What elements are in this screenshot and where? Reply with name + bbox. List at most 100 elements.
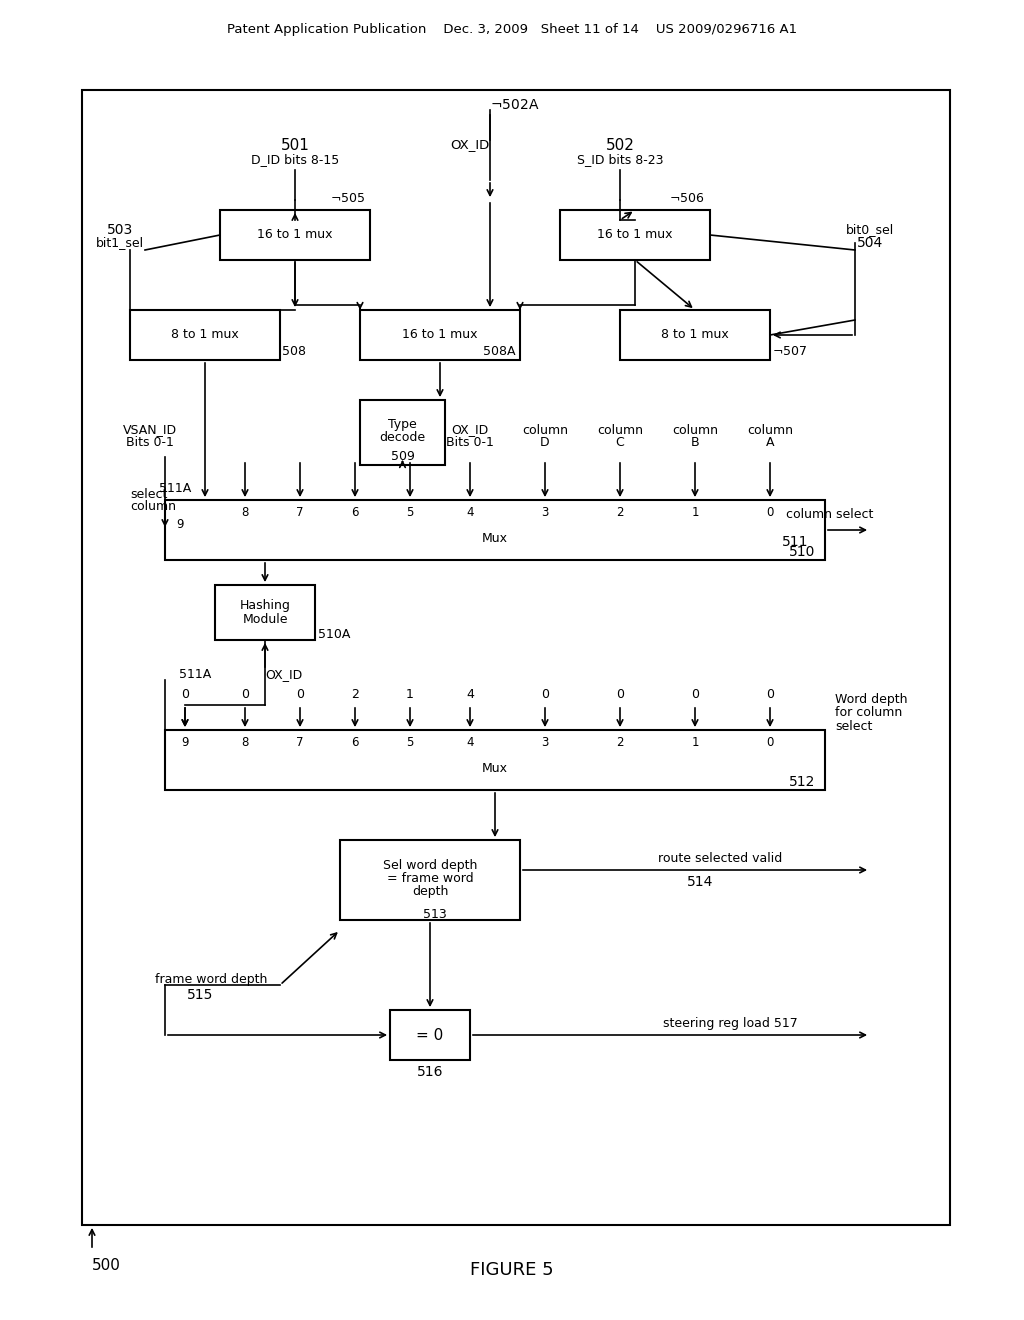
Text: 512: 512 xyxy=(788,775,815,789)
Text: Mux: Mux xyxy=(482,532,508,544)
Text: 8 to 1 mux: 8 to 1 mux xyxy=(171,329,239,342)
Text: Mux: Mux xyxy=(482,762,508,775)
Text: Patent Application Publication    Dec. 3, 2009   Sheet 11 of 14    US 2009/02967: Patent Application Publication Dec. 3, 2… xyxy=(227,24,797,37)
Text: S_ID bits 8-23: S_ID bits 8-23 xyxy=(577,153,664,166)
Text: 513: 513 xyxy=(423,908,446,921)
Text: FIGURE 5: FIGURE 5 xyxy=(470,1261,554,1279)
Text: bit1_sel: bit1_sel xyxy=(96,236,144,249)
Text: 8: 8 xyxy=(242,735,249,748)
Text: 2: 2 xyxy=(616,506,624,519)
Text: 515: 515 xyxy=(186,987,213,1002)
Text: 8 to 1 mux: 8 to 1 mux xyxy=(662,329,729,342)
Text: 16 to 1 mux: 16 to 1 mux xyxy=(257,228,333,242)
Text: 504: 504 xyxy=(857,236,883,249)
Bar xyxy=(165,500,825,560)
Bar xyxy=(360,400,445,465)
Text: = 0: = 0 xyxy=(417,1027,443,1043)
Text: 0: 0 xyxy=(296,689,304,701)
Bar xyxy=(340,840,520,920)
Text: column: column xyxy=(597,424,643,437)
Text: 0: 0 xyxy=(181,689,189,701)
Text: 511: 511 xyxy=(781,535,808,549)
Text: 5: 5 xyxy=(407,735,414,748)
Bar xyxy=(360,310,520,360)
Bar xyxy=(560,210,710,260)
Text: 3: 3 xyxy=(542,735,549,748)
Text: 7: 7 xyxy=(296,735,304,748)
Text: Hashing: Hashing xyxy=(240,599,291,612)
Text: 4: 4 xyxy=(466,735,474,748)
Text: 9: 9 xyxy=(176,519,183,532)
Text: 511A: 511A xyxy=(179,668,211,681)
Text: 7: 7 xyxy=(296,506,304,519)
Text: 2: 2 xyxy=(351,689,359,701)
Text: 510: 510 xyxy=(788,545,815,558)
Bar xyxy=(390,1010,470,1060)
Text: decode: decode xyxy=(380,432,426,444)
Text: 508: 508 xyxy=(282,345,306,358)
Text: 6: 6 xyxy=(351,506,358,519)
Text: 502: 502 xyxy=(605,137,635,153)
Text: 0: 0 xyxy=(541,689,549,701)
Text: $\neg$507: $\neg$507 xyxy=(772,345,807,358)
Text: 0: 0 xyxy=(616,689,624,701)
Text: column: column xyxy=(130,500,176,513)
Text: 4: 4 xyxy=(466,506,474,519)
Text: for column: for column xyxy=(835,706,902,719)
Text: A: A xyxy=(766,436,774,449)
Text: OX_ID: OX_ID xyxy=(452,424,488,437)
Text: 1: 1 xyxy=(691,506,698,519)
Text: 8: 8 xyxy=(242,506,249,519)
Text: Bits 0-1: Bits 0-1 xyxy=(126,436,174,449)
Text: 0: 0 xyxy=(691,689,699,701)
Bar xyxy=(220,210,370,260)
Bar xyxy=(82,90,950,1225)
Text: Word depth: Word depth xyxy=(835,693,907,706)
Text: Bits 0-1: Bits 0-1 xyxy=(446,436,494,449)
Text: 0: 0 xyxy=(766,689,774,701)
Text: select: select xyxy=(835,719,872,733)
Text: VSAN_ID: VSAN_ID xyxy=(123,424,177,437)
Text: 511A: 511A xyxy=(159,482,191,495)
Text: 2: 2 xyxy=(616,735,624,748)
Bar xyxy=(130,310,280,360)
Text: column select: column select xyxy=(786,508,873,521)
Text: 0: 0 xyxy=(766,506,774,519)
Text: B: B xyxy=(690,436,699,449)
Text: Type: Type xyxy=(388,418,417,432)
Text: frame word depth: frame word depth xyxy=(155,974,267,986)
Text: $\neg$502A: $\neg$502A xyxy=(490,98,540,112)
Text: route selected valid: route selected valid xyxy=(657,851,782,865)
Text: $\neg$505: $\neg$505 xyxy=(330,191,365,205)
Text: 0: 0 xyxy=(241,689,249,701)
Text: 1: 1 xyxy=(407,689,414,701)
Text: 0: 0 xyxy=(766,735,774,748)
Text: 500: 500 xyxy=(92,1258,121,1272)
Text: 4: 4 xyxy=(466,689,474,701)
Text: 501: 501 xyxy=(281,137,309,153)
Text: bit0_sel: bit0_sel xyxy=(846,223,894,236)
Text: C: C xyxy=(615,436,625,449)
Text: Module: Module xyxy=(243,612,288,626)
Bar xyxy=(165,730,825,789)
Text: 508A: 508A xyxy=(482,345,515,358)
Text: 9: 9 xyxy=(181,735,188,748)
Text: 16 to 1 mux: 16 to 1 mux xyxy=(597,228,673,242)
Text: 514: 514 xyxy=(687,875,713,888)
Text: 509: 509 xyxy=(390,450,415,463)
Text: 503: 503 xyxy=(106,223,133,238)
Text: column: column xyxy=(522,424,568,437)
Text: $\neg$506: $\neg$506 xyxy=(670,191,705,205)
Text: steering reg load 517: steering reg load 517 xyxy=(663,1016,798,1030)
Text: D_ID bits 8-15: D_ID bits 8-15 xyxy=(251,153,339,166)
Text: 1: 1 xyxy=(691,735,698,748)
Text: D: D xyxy=(541,436,550,449)
Text: OX_ID: OX_ID xyxy=(451,139,489,152)
Text: column: column xyxy=(746,424,793,437)
Text: OX_ID: OX_ID xyxy=(265,668,302,681)
Text: = frame word: = frame word xyxy=(387,871,473,884)
Bar xyxy=(620,310,770,360)
Text: Sel word depth: Sel word depth xyxy=(383,858,477,871)
Text: 516: 516 xyxy=(417,1065,443,1078)
Text: 510A: 510A xyxy=(318,628,350,642)
